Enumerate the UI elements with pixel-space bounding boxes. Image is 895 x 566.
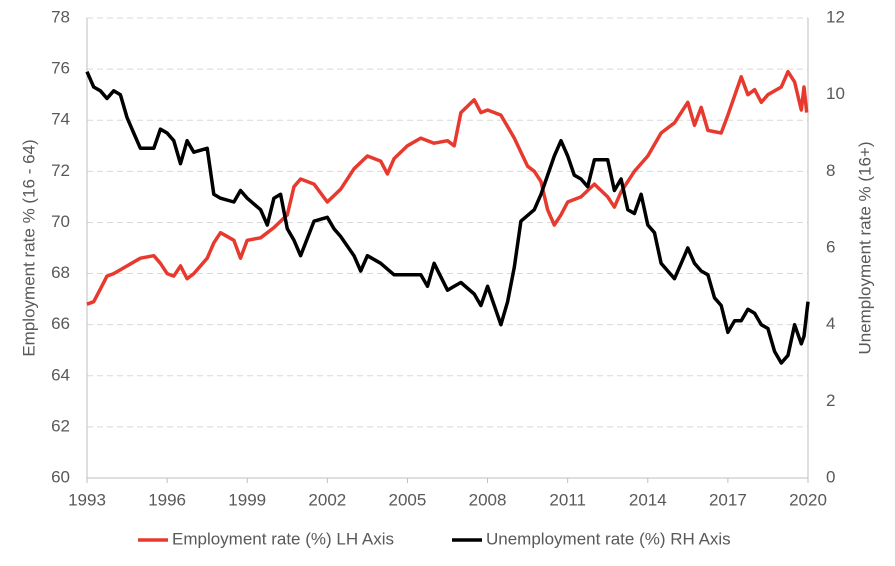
y-tick-label: 64	[51, 365, 70, 384]
x-tick-label: 2008	[469, 490, 507, 509]
y2-tick-label: 8	[826, 161, 835, 180]
y2-axis-label: Unemployment rate % (16+)	[855, 141, 874, 354]
x-tick-label: 2020	[789, 490, 827, 509]
y-tick-label: 68	[51, 263, 70, 282]
series-line	[85, 70, 810, 365]
x-tick-label: 2002	[308, 490, 346, 509]
x-tick-label: 2017	[709, 490, 747, 509]
y-tick-label: 76	[51, 59, 70, 78]
y-tick-label: 62	[51, 416, 70, 435]
y-tick-label: 78	[51, 7, 70, 26]
x-tick-label: 1999	[228, 490, 266, 509]
x-tick-label: 2011	[549, 490, 586, 509]
y-tick-label: 66	[51, 314, 70, 333]
y2-tick-label: 6	[826, 237, 835, 256]
x-tick-label: 1996	[148, 490, 186, 509]
x-tick-label: 2005	[389, 490, 427, 509]
y-tick-label: 74	[51, 110, 70, 129]
y2-tick-label: 2	[826, 391, 835, 410]
y-axis-label: Employment rate % (16 - 64)	[19, 139, 38, 356]
y-tick-label: 70	[51, 212, 70, 231]
legend-label: Employment rate (%) LH Axis	[172, 529, 394, 548]
y2-tick-label: 4	[826, 314, 835, 333]
legend-label: Unemployment rate (%) RH Axis	[486, 529, 731, 548]
y2-tick-label: 10	[826, 84, 845, 103]
series-line	[86, 69, 809, 306]
y2-tick-label: 12	[826, 7, 845, 26]
y-tick-label: 72	[51, 161, 70, 180]
y2-tick-label: 0	[826, 467, 835, 486]
x-tick-label: 1993	[68, 490, 106, 509]
x-tick-label: 2014	[629, 490, 667, 509]
y-tick-label: 60	[51, 467, 70, 486]
